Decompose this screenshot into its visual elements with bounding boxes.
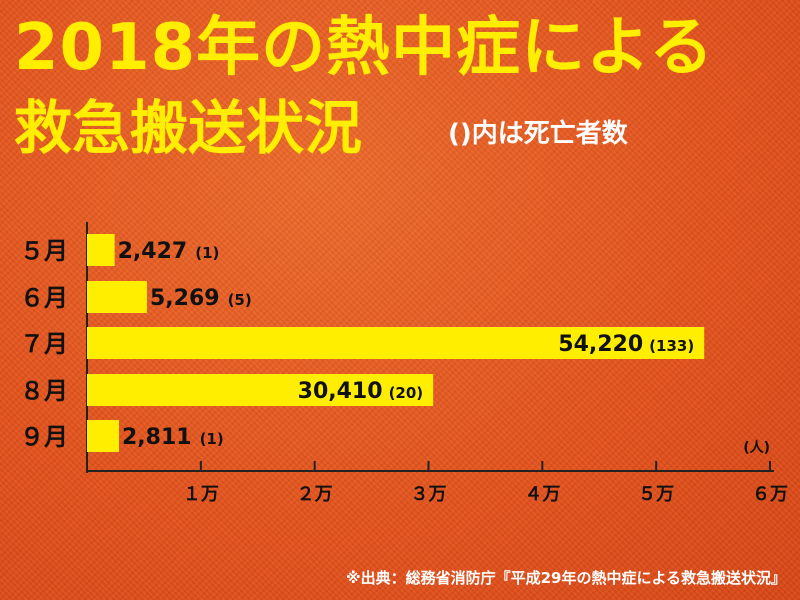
- bar-1: [87, 234, 115, 266]
- death-label-4: (20): [389, 384, 424, 402]
- title-line1: 2018年の熱中症による: [14, 11, 715, 85]
- value-label-1: 2,427: [118, 239, 188, 264]
- unit-label: (人): [743, 439, 770, 456]
- value-label-2: 5,269: [150, 286, 220, 311]
- death-label-3: (133): [649, 337, 694, 355]
- x-tick-label-6: ６万: [752, 484, 788, 505]
- bar-5: [87, 420, 119, 452]
- category-label-4: ８月: [20, 377, 68, 405]
- value-label-3: 54,220: [558, 332, 643, 357]
- value-label-5: 2,811: [122, 425, 192, 450]
- category-label-2: ６月: [20, 284, 68, 312]
- x-tick-label-1: １万: [183, 484, 219, 505]
- source-note: ※出典：総務省消防庁『平成29年の熱中症による救急搬送状況』: [345, 569, 786, 587]
- death-label-1: (1): [195, 244, 219, 262]
- x-tick-label-4: ４万: [524, 484, 560, 505]
- death-label-5: (1): [200, 430, 224, 448]
- category-label-3: ７月: [20, 330, 68, 358]
- x-tick-label-2: ２万: [297, 484, 333, 505]
- title-line2: 救急搬送状況: [14, 94, 363, 162]
- category-label-5: ９月: [20, 423, 68, 451]
- x-tick-label-5: ５万: [638, 484, 674, 505]
- x-tick-label-3: ３万: [411, 484, 447, 505]
- bar-2: [87, 281, 147, 313]
- value-label-4: 30,410: [298, 379, 383, 404]
- bar-4: [87, 374, 434, 406]
- subtitle-death-note: ()内は死亡者数: [448, 119, 628, 149]
- bar-3: [87, 327, 705, 359]
- death-label-2: (5): [228, 291, 252, 309]
- category-label-1: ５月: [20, 237, 68, 265]
